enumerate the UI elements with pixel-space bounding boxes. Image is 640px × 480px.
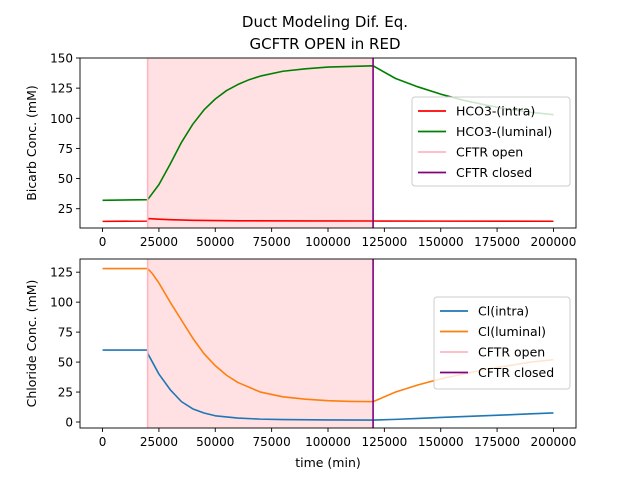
y-tick-label: 50 <box>58 356 73 370</box>
y-tick-label: 125 <box>50 266 73 280</box>
legend-label: Cl(luminal) <box>478 324 546 339</box>
y-tick-label: 150 <box>50 52 73 66</box>
chloride-panel: 0 25000 50000 75000 100000 125000 150000 175000… <box>24 258 577 470</box>
legend-box <box>433 296 571 390</box>
legend-box <box>411 96 571 187</box>
y-tick-label: 100 <box>50 296 73 310</box>
x-tick-label: 100000 <box>305 435 351 449</box>
x-tick-label: 200000 <box>531 435 577 449</box>
legend-label: CFTR closed <box>456 165 532 180</box>
legend-label: CFTR open <box>456 145 523 160</box>
y-tick-label: 50 <box>58 172 73 186</box>
x-tick-label: 125000 <box>361 435 407 449</box>
x-tick-label: 50000 <box>196 235 234 249</box>
y-tick-label: 75 <box>58 326 73 340</box>
y-tick-label: 25 <box>58 386 73 400</box>
x-tick-label: 75000 <box>253 435 291 449</box>
x-tick-label: 200000 <box>531 235 577 249</box>
y-axis-label: Chloride Conc. (mM) <box>24 280 39 408</box>
y-tick-label: 25 <box>58 202 73 216</box>
figure-title-line1: Duct Modeling Dif. Eq. <box>242 13 408 31</box>
x-tick-label: 175000 <box>474 235 520 249</box>
y-tick-label: 125 <box>50 82 73 96</box>
legend-label: HCO3-(intra) <box>456 104 535 119</box>
x-tick-label: 0 <box>99 235 107 249</box>
x-tick-label: 100000 <box>305 235 351 249</box>
series-line-0 <box>102 349 554 421</box>
x-tick-label: 150000 <box>418 235 464 249</box>
cftr-open-shaded-region <box>147 58 374 228</box>
x-tick-label: 0 <box>99 435 107 449</box>
x-tick-label: 25000 <box>140 435 178 449</box>
x-tick-label: 75000 <box>253 235 291 249</box>
x-tick-label: 150000 <box>418 435 464 449</box>
legend-label: Cl(intra) <box>478 304 529 319</box>
bicarb-panel: 0 25000 50000 75000 100000 125000 150000 175000… <box>24 52 577 249</box>
y-axis-label: Bicarb Conc. (mM) <box>24 85 39 200</box>
figure-title-line2: GCFTR OPEN in RED <box>249 35 400 53</box>
x-tick-label: 25000 <box>140 235 178 249</box>
legend-label: CFTR open <box>478 345 545 360</box>
x-tick-label: 50000 <box>196 435 234 449</box>
cftr-open-shaded-region <box>147 259 374 428</box>
x-tick-label: 175000 <box>474 435 520 449</box>
y-tick-label: 75 <box>58 142 73 156</box>
x-axis-label: time (min) <box>295 455 361 470</box>
legend-label: HCO3-(luminal) <box>456 124 552 139</box>
x-tick-label: 125000 <box>361 235 407 249</box>
y-tick-label: 0 <box>65 416 73 430</box>
legend-label: CFTR closed <box>478 365 554 380</box>
y-tick-label: 100 <box>50 112 73 126</box>
